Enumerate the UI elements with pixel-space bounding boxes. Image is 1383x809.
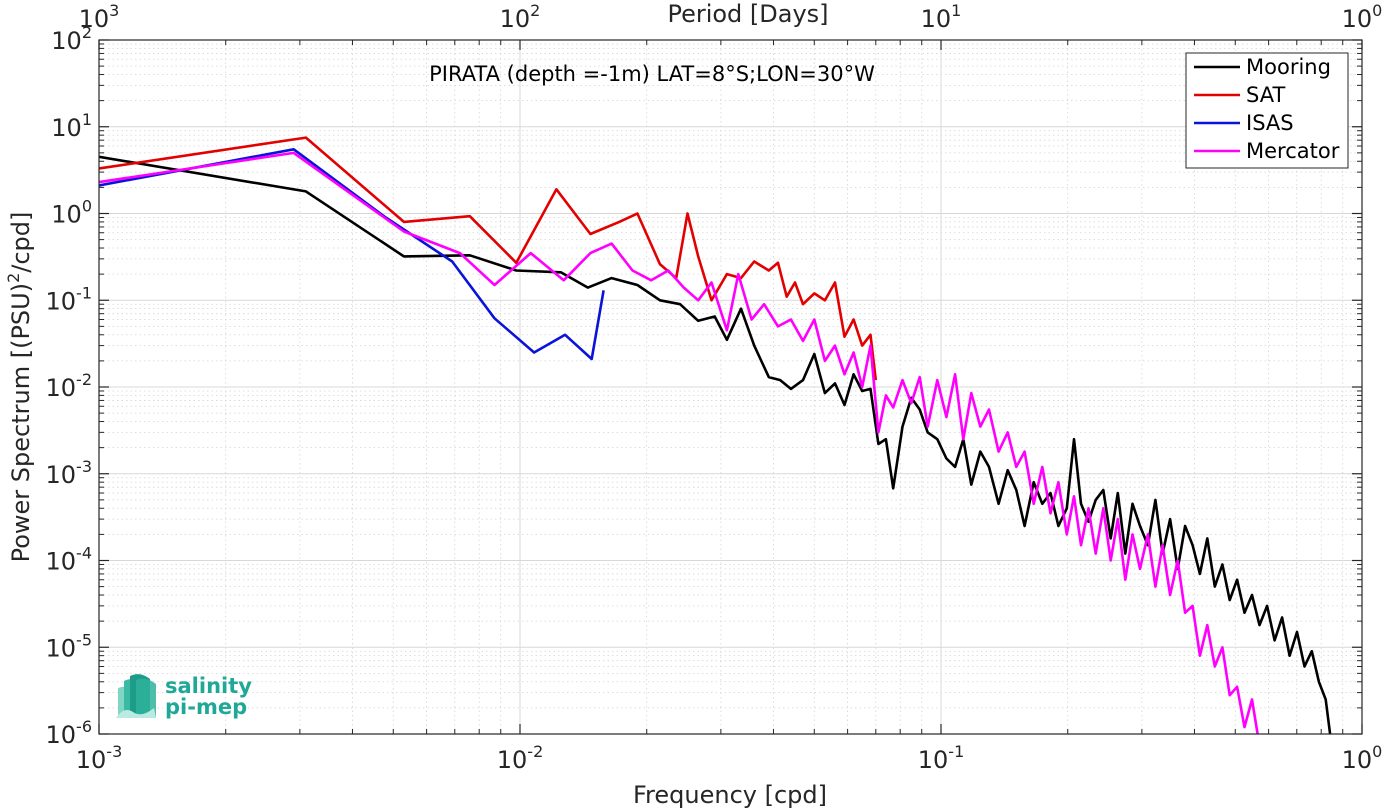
salinity-pi-mep-logo: salinity pi-mep — [116, 674, 252, 719]
y-tick-label: 10-2 — [46, 370, 93, 402]
series-line-sat — [99, 136, 878, 381]
x-tick-label: 10-1 — [918, 742, 965, 774]
top-axis-title: Period [Days] — [667, 0, 828, 28]
series-line-mooring — [99, 155, 1332, 734]
x-tick-label: 10-3 — [76, 742, 123, 774]
top-tick-label: 102 — [500, 1, 541, 33]
series-line-mercator — [99, 151, 1259, 734]
y-tick-label: 10-5 — [46, 630, 93, 662]
y-tick-label: 102 — [51, 23, 92, 55]
legend-items: Mooring SAT ISAS Mercator — [1194, 55, 1340, 163]
legend-label-sat: SAT — [1246, 83, 1285, 107]
y-tick-label: 10-4 — [46, 544, 93, 576]
x-tick-label: 10-2 — [497, 742, 544, 774]
y-tick-label: 100 — [51, 197, 92, 229]
legend-box — [1185, 52, 1349, 169]
logo-text-pimep: pi-mep — [165, 695, 247, 719]
y-tick-label: 10-3 — [46, 457, 93, 489]
logo-text-salinity: salinity — [165, 674, 252, 698]
y-tick-label: 10-6 — [46, 717, 93, 749]
top-tick-label: 103 — [79, 1, 120, 33]
y-tick-label: 101 — [51, 110, 92, 142]
x-axis-title: Frequency [cpd] — [633, 781, 827, 809]
top-tick-label: 101 — [921, 1, 962, 33]
y-tick-label: 10-1 — [46, 283, 93, 315]
tick-marks — [98, 39, 1363, 735]
y-axis-title: Power Spectrum [(PSU)2/cpd] — [4, 212, 35, 563]
chart-title: PIRATA (depth =-1m) LAT=8°S;LON=30°W — [429, 62, 875, 86]
legend-label-isas: ISAS — [1246, 111, 1294, 135]
x-tick-label: 100 — [1342, 742, 1383, 774]
top-tick-label: 100 — [1342, 1, 1383, 33]
series-line-isas — [99, 148, 605, 361]
series-layer — [99, 136, 1332, 734]
legend-label-mooring: Mooring — [1246, 55, 1331, 79]
wave-logo-icon — [116, 674, 156, 718]
legend-label-mercator: Mercator — [1246, 139, 1340, 163]
legend: Mooring SAT ISAS Mercator — [1185, 52, 1349, 169]
